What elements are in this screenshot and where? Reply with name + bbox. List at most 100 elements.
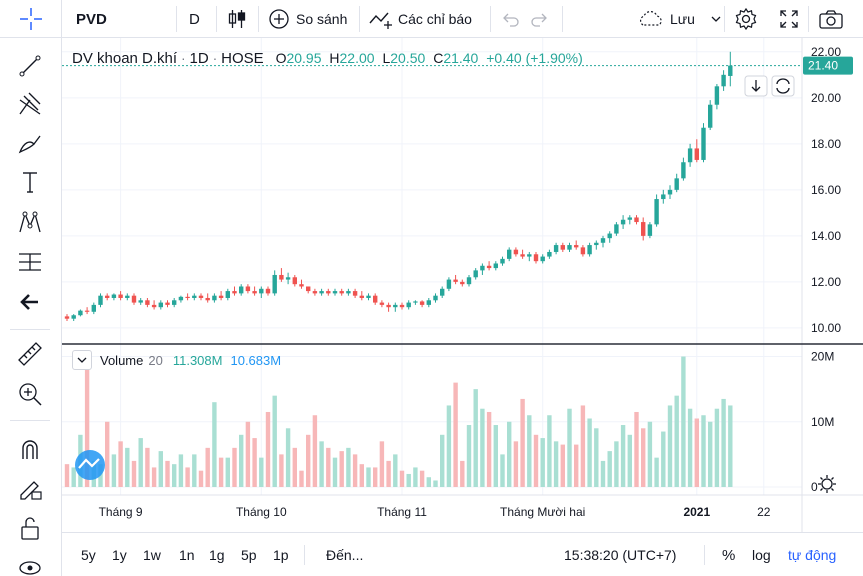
volume-bar <box>393 454 398 487</box>
volume-bar <box>386 460 391 487</box>
volume-bar <box>553 441 559 487</box>
candle-body <box>285 277 291 280</box>
visibility-tool[interactable] <box>14 550 46 576</box>
redo-button[interactable] <box>530 0 550 38</box>
candle-body <box>118 294 123 298</box>
fullscreen-button[interactable] <box>778 0 800 38</box>
zoom-tool[interactable] <box>14 378 46 410</box>
magnet-tool[interactable] <box>14 433 46 465</box>
tradingview-logo[interactable] <box>75 450 105 480</box>
volume-length: 20 <box>148 352 163 368</box>
redo-icon <box>531 13 547 27</box>
volume-bar <box>500 454 505 487</box>
volume-bar <box>252 438 257 487</box>
volume-bar <box>607 451 612 487</box>
lock-tool[interactable] <box>14 512 46 544</box>
volume-bar <box>339 451 344 487</box>
range-1g[interactable]: 1g <box>209 547 225 563</box>
candle-body <box>641 222 646 236</box>
price-grid <box>62 38 802 495</box>
volume-bar <box>125 447 130 487</box>
range-1y[interactable]: 1y <box>112 547 127 563</box>
volume-axis[interactable]: 20M 10M 0 <box>811 350 834 494</box>
save-button[interactable]: Lưu <box>636 0 725 38</box>
candle-body <box>299 284 304 287</box>
pitchfork-tool[interactable] <box>14 88 46 120</box>
legend-symbol-name[interactable]: DV khoan D.khí <box>72 50 178 67</box>
brush-tool[interactable] <box>14 128 46 160</box>
price-tick-label: 10.00 <box>811 321 841 335</box>
range-1p[interactable]: 1p <box>273 547 289 563</box>
candle-body <box>587 245 592 255</box>
candle-body <box>64 316 70 319</box>
pattern-tool[interactable] <box>14 206 46 238</box>
auto-scale-toggle[interactable]: tự động <box>788 547 837 563</box>
toolbar-divider <box>258 6 259 32</box>
candle-body <box>473 270 478 278</box>
price-tick-label: 16.00 <box>811 183 841 197</box>
range-1w[interactable]: 1w <box>143 547 161 563</box>
price-tick-label: 12.00 <box>811 275 841 289</box>
chart-area[interactable]: 22.00 20.00 18.00 16.00 14.00 12.00 10.00 20M 1… <box>62 38 863 576</box>
candle-body <box>359 295 364 298</box>
candle-body <box>306 286 311 292</box>
candle-body <box>453 279 458 282</box>
volume-bar <box>239 434 244 487</box>
candles <box>64 51 733 321</box>
range-1n[interactable]: 1n <box>179 547 195 563</box>
settings-button[interactable] <box>734 0 758 38</box>
candle-body <box>239 286 244 294</box>
crosshair-icon[interactable] <box>0 0 62 38</box>
text-icon <box>23 172 37 193</box>
volume-bar <box>453 382 458 487</box>
range-5y[interactable]: 5y <box>81 547 96 563</box>
back-arrow-tool[interactable] <box>14 286 46 318</box>
candle-body <box>560 245 565 250</box>
candle-body <box>634 217 639 223</box>
candle-body <box>205 297 210 301</box>
price-axis[interactable]: 22.00 20.00 18.00 16.00 14.00 12.00 10.00 <box>811 45 841 335</box>
goto-date-button[interactable]: Đến... <box>326 547 364 563</box>
time-tick-label: 2021 <box>683 505 710 519</box>
candle-body <box>513 249 519 255</box>
volume-bar <box>460 460 465 487</box>
log-scale-toggle[interactable]: log <box>752 547 771 563</box>
range-5p[interactable]: 5p <box>241 547 257 563</box>
percent-scale-toggle[interactable]: % <box>722 546 736 564</box>
scroll-to-latest-button[interactable] <box>744 75 768 97</box>
volume-bar <box>661 431 666 487</box>
symbol-search-button[interactable]: PVD <box>76 10 107 28</box>
candle-body <box>339 291 344 294</box>
legend-low: 20.50 <box>390 50 426 66</box>
ruler-tool[interactable] <box>14 338 46 370</box>
draw-mode-tool[interactable] <box>14 472 46 504</box>
indicators-button[interactable]: Các chỉ báo <box>368 0 472 38</box>
trend-line-tool[interactable] <box>14 50 46 82</box>
volume-bar <box>547 415 552 487</box>
undo-button[interactable] <box>500 0 520 38</box>
price-tick-label: 20.00 <box>811 91 841 105</box>
volume-bar <box>533 434 539 487</box>
time-axis[interactable]: Tháng 9 Tháng 10 Tháng 11 Tháng Mười hai 202… <box>99 505 771 519</box>
crosshair-corner[interactable] <box>0 0 62 38</box>
toolbar-divider <box>562 6 563 32</box>
snapshot-button[interactable] <box>818 0 844 38</box>
text-tool[interactable] <box>14 166 46 198</box>
candle-body <box>654 199 659 225</box>
volume-collapse-button[interactable] <box>72 350 92 370</box>
volume-label[interactable]: Volume <box>100 352 144 368</box>
projection-tool[interactable] <box>14 246 46 278</box>
volume-bar <box>620 425 626 487</box>
candle-body <box>701 127 706 160</box>
reset-chart-button[interactable] <box>771 75 795 97</box>
interval-button[interactable]: D <box>189 10 200 28</box>
bottom-divider <box>304 545 305 565</box>
volume-bar <box>433 480 438 487</box>
time-axis-settings-button[interactable] <box>818 475 836 493</box>
clock[interactable]: 15:38:20 (UTC+7) <box>564 547 677 563</box>
toolbar-divider <box>808 6 809 32</box>
chart-canvas[interactable]: 22.00 20.00 18.00 16.00 14.00 12.00 10.00 20M 1… <box>62 38 863 532</box>
compare-button[interactable]: So sánh <box>268 0 347 38</box>
candle-style-button[interactable] <box>226 0 248 38</box>
